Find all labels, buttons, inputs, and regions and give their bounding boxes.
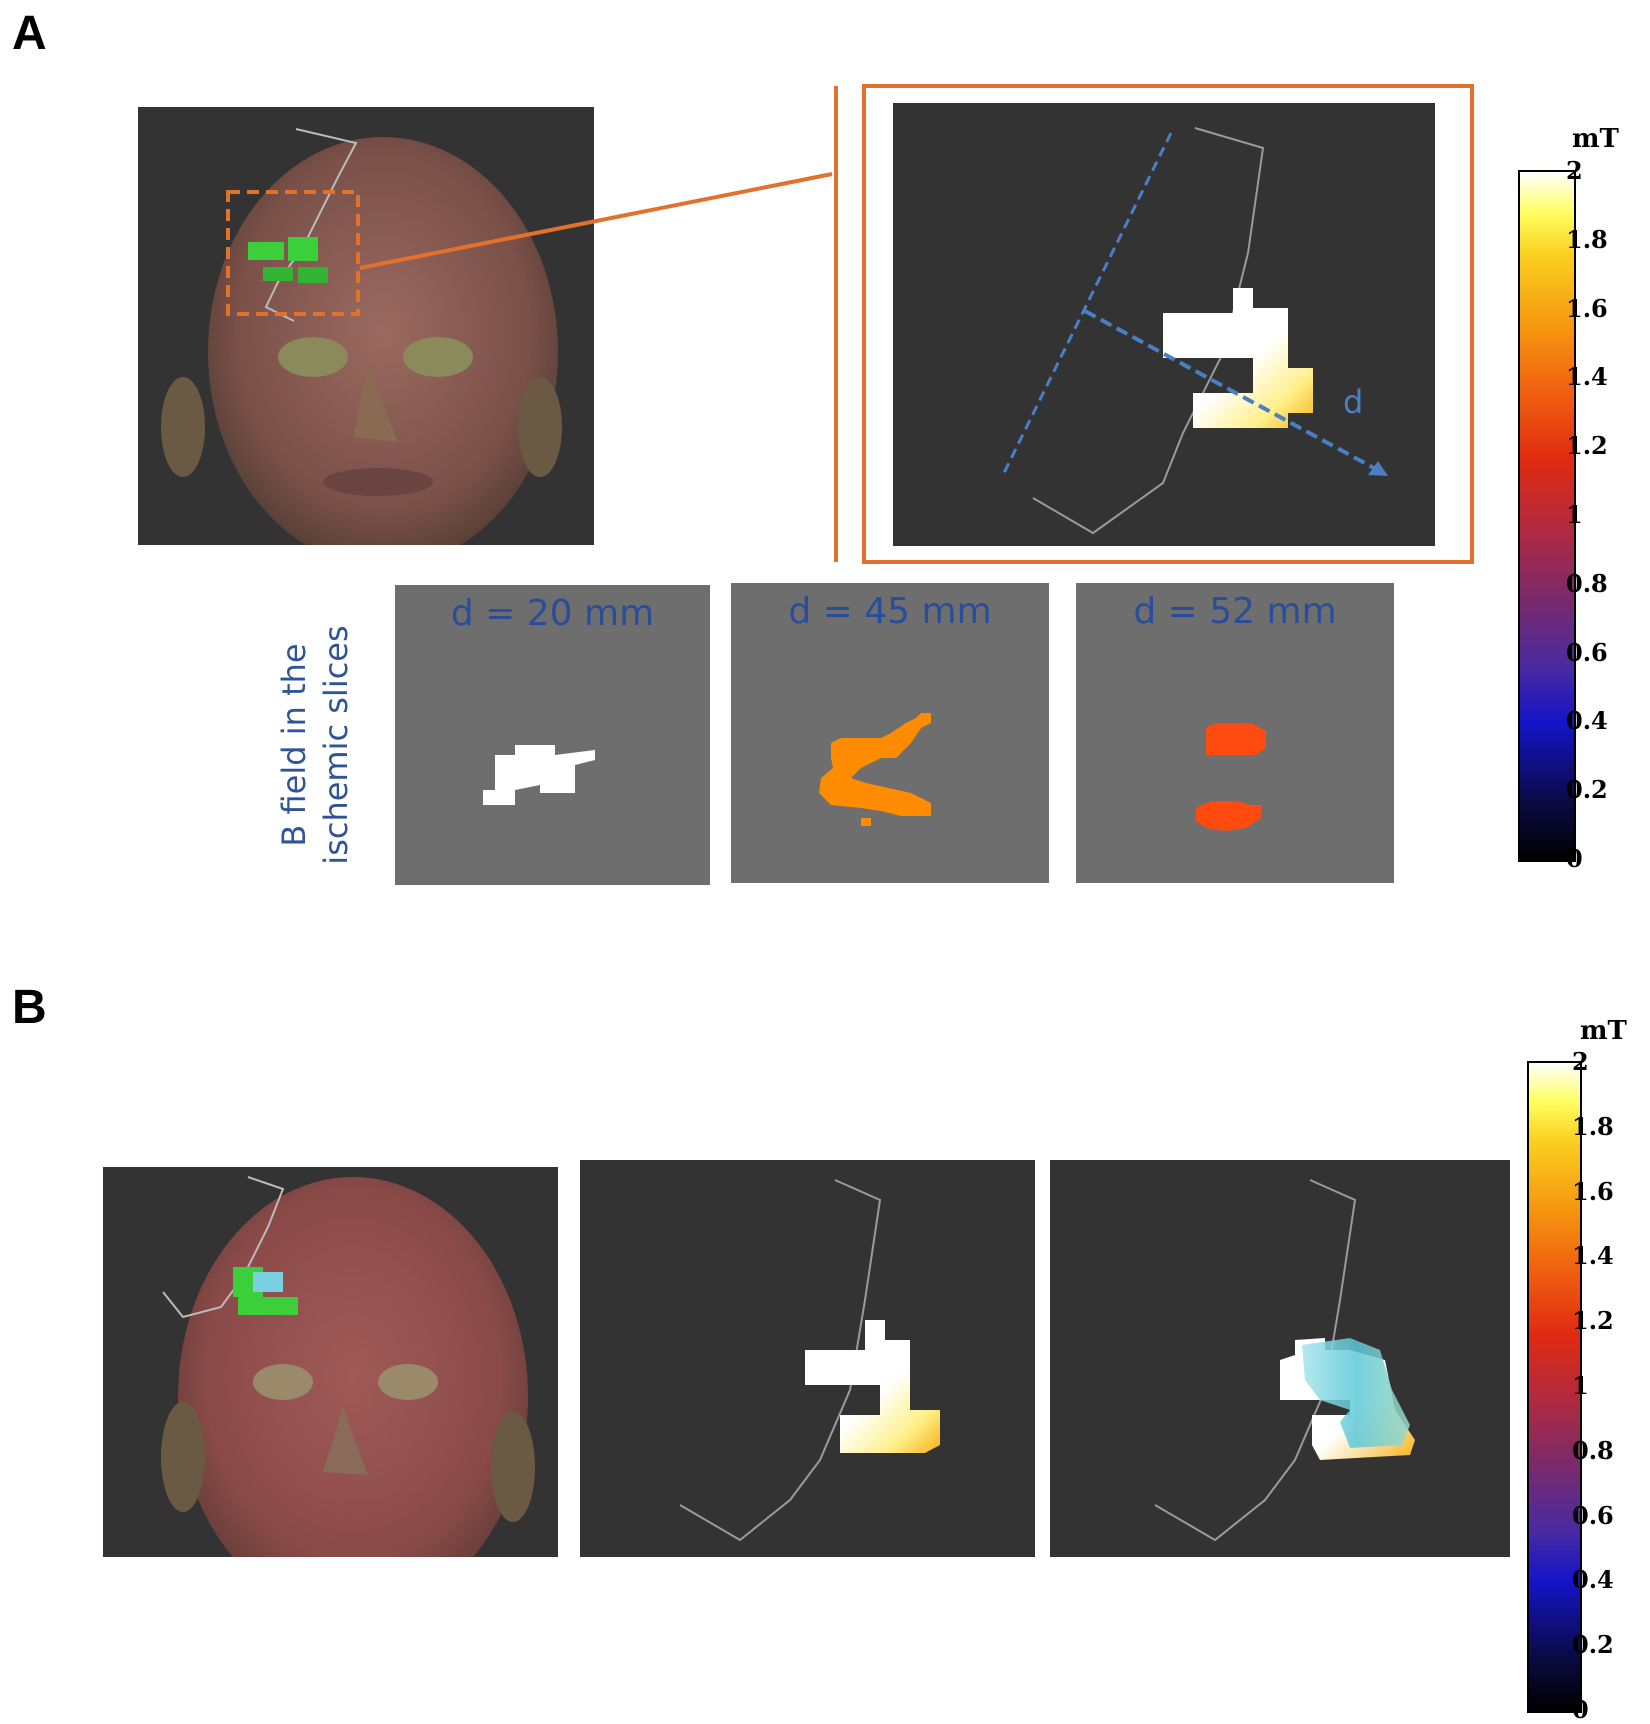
panel-b-colorbar-unit: mT [1580,1016,1627,1046]
panel-b-colorbar-tick: 1.6 [1572,1176,1614,1206]
panel-a-colorbar-tick: 1.6 [1566,293,1608,323]
panel-b-colorbar-tick: 1.4 [1572,1241,1614,1271]
panel-a-colorbar-tick: 1.2 [1566,431,1608,461]
panel-b-overlay-render [1050,1160,1510,1557]
slice-d45: d = 45 mm [731,583,1049,883]
panel-b-label: B [12,981,47,1034]
panel-a-colorbar-tick: 1.8 [1566,224,1608,254]
panel-a-colorbar [1518,170,1576,862]
panel-b-colorbar-tick: 0.2 [1572,1630,1614,1660]
panel-b-colorbar [1527,1061,1582,1713]
panel-a-colorbar-tick: 0 [1566,844,1583,873]
slice-d52-title: d = 52 mm [1133,591,1337,632]
slices-side-label-line2: ischemic slices [317,625,355,865]
panel-a-zoom-render: d [893,103,1435,546]
slice-d20-title: d = 20 mm [450,593,655,634]
panel-a-colorbar-tick: 1 [1566,500,1583,529]
panel-a-colorbar-tick: 0.2 [1566,775,1608,805]
slices-side-label-line1: B field in the [275,643,313,847]
panel-b-colorbar-tick: 0.4 [1572,1565,1614,1595]
panel-a-colorbar-tick: 1.4 [1566,362,1608,392]
panel-a-head-render [138,107,594,545]
panel-b-head-render [103,1167,558,1557]
slice-d20: d = 20 mm [395,585,710,885]
panel-b-colorbar-tick: 1.8 [1572,1111,1614,1141]
panel-a-colorbar-tick: 0.4 [1566,706,1608,736]
panel-b-colorbar-tick: 0.8 [1572,1435,1614,1465]
slice-d45-title: d = 45 mm [788,591,992,632]
panel-a-label: A [12,7,47,60]
panel-a-colorbar-tick: 0.6 [1566,637,1608,667]
axis-d-label: d [1343,383,1364,421]
panel-b-colorbar-tick: 0 [1572,1695,1589,1724]
panel-a-colorbar-unit: mT [1572,124,1619,154]
panel-b-colorbar-tick: 1 [1572,1371,1589,1400]
panel-b-field-render [580,1160,1035,1557]
panel-b-colorbar-tick: 2 [1572,1047,1589,1076]
panel-a-colorbar-tick: 0.8 [1566,568,1608,598]
slices-side-label: B field in the ischemic slices [273,595,363,895]
slice-d52: d = 52 mm [1076,583,1394,883]
panel-b-colorbar-tick: 1.2 [1572,1306,1614,1336]
panel-a-colorbar-tick: 2 [1566,156,1583,185]
panel-b-colorbar-tick: 0.6 [1572,1500,1614,1530]
